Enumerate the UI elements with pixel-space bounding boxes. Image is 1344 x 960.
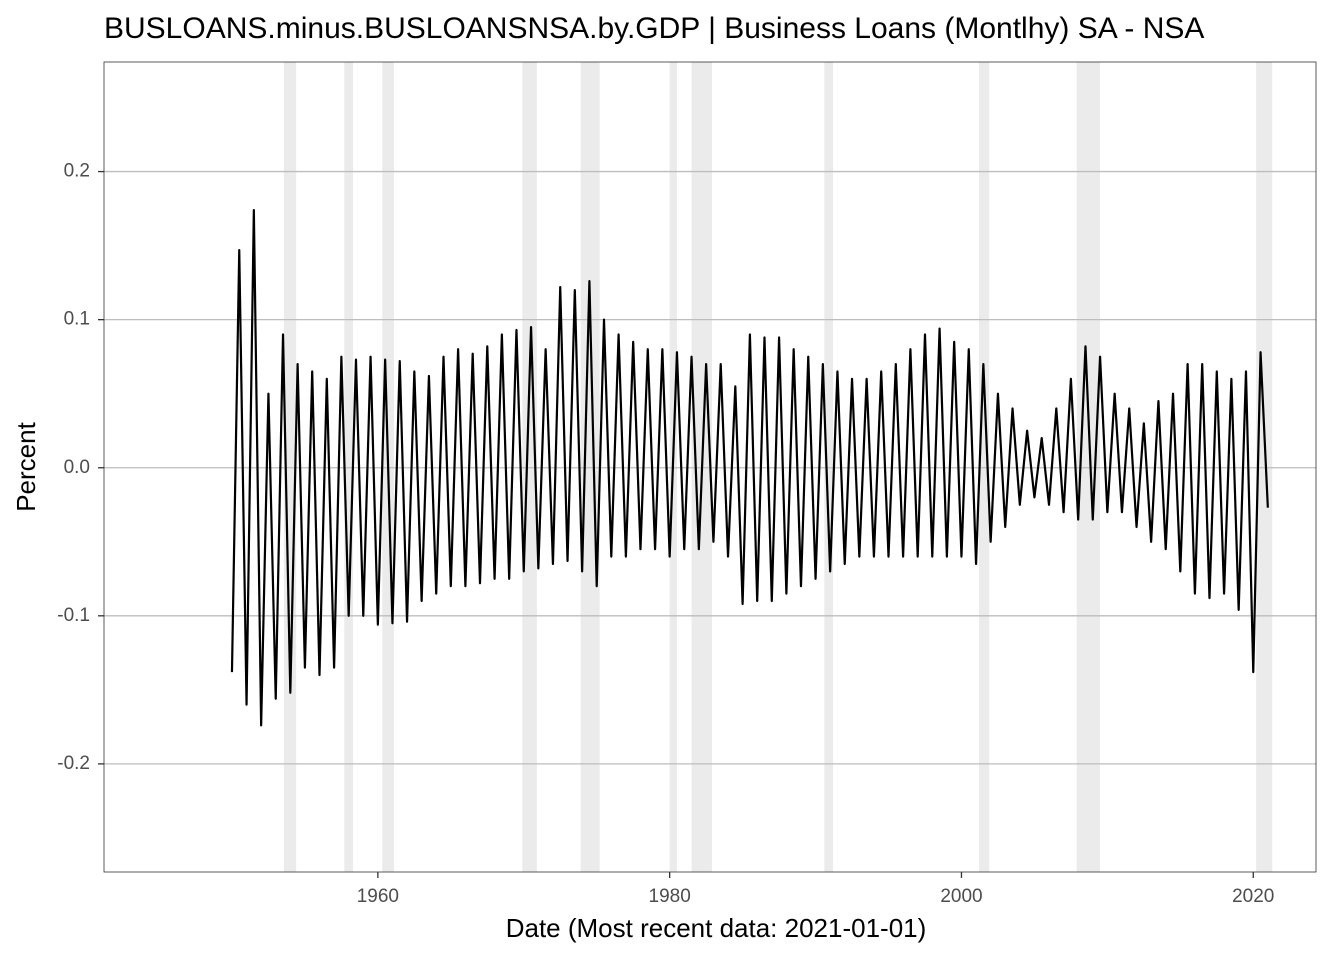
y-tick-label: 0.1 [64, 309, 90, 330]
x-tick-label: 1960 [357, 886, 399, 907]
panel-border [103, 61, 1317, 873]
recession-band [283, 62, 297, 872]
x-tick-label: 2020 [1232, 886, 1274, 907]
chart-title: BUSLOANS.minus.BUSLOANSNSA.by.GDP | Busi… [104, 12, 1204, 45]
y-axis-label: Percent [11, 421, 41, 511]
x-axis-label: Date (Most recent data: 2021-01-01) [506, 913, 927, 943]
data-line [230, 208, 1269, 727]
recession-band [978, 62, 990, 872]
recession-band [824, 62, 834, 872]
recession-band [1076, 62, 1101, 872]
x-tick-label: 1980 [649, 886, 691, 907]
recession-band [1256, 62, 1273, 872]
y-tick-label: 0.2 [64, 161, 90, 182]
recession-band [522, 62, 537, 872]
x-tick-label: 2000 [940, 886, 982, 907]
y-tick-label: -0.1 [57, 605, 90, 626]
recession-band [580, 62, 600, 872]
y-tick-label: -0.2 [57, 753, 90, 774]
recession-band [344, 62, 354, 872]
y-tick-label: 0.0 [64, 457, 90, 478]
